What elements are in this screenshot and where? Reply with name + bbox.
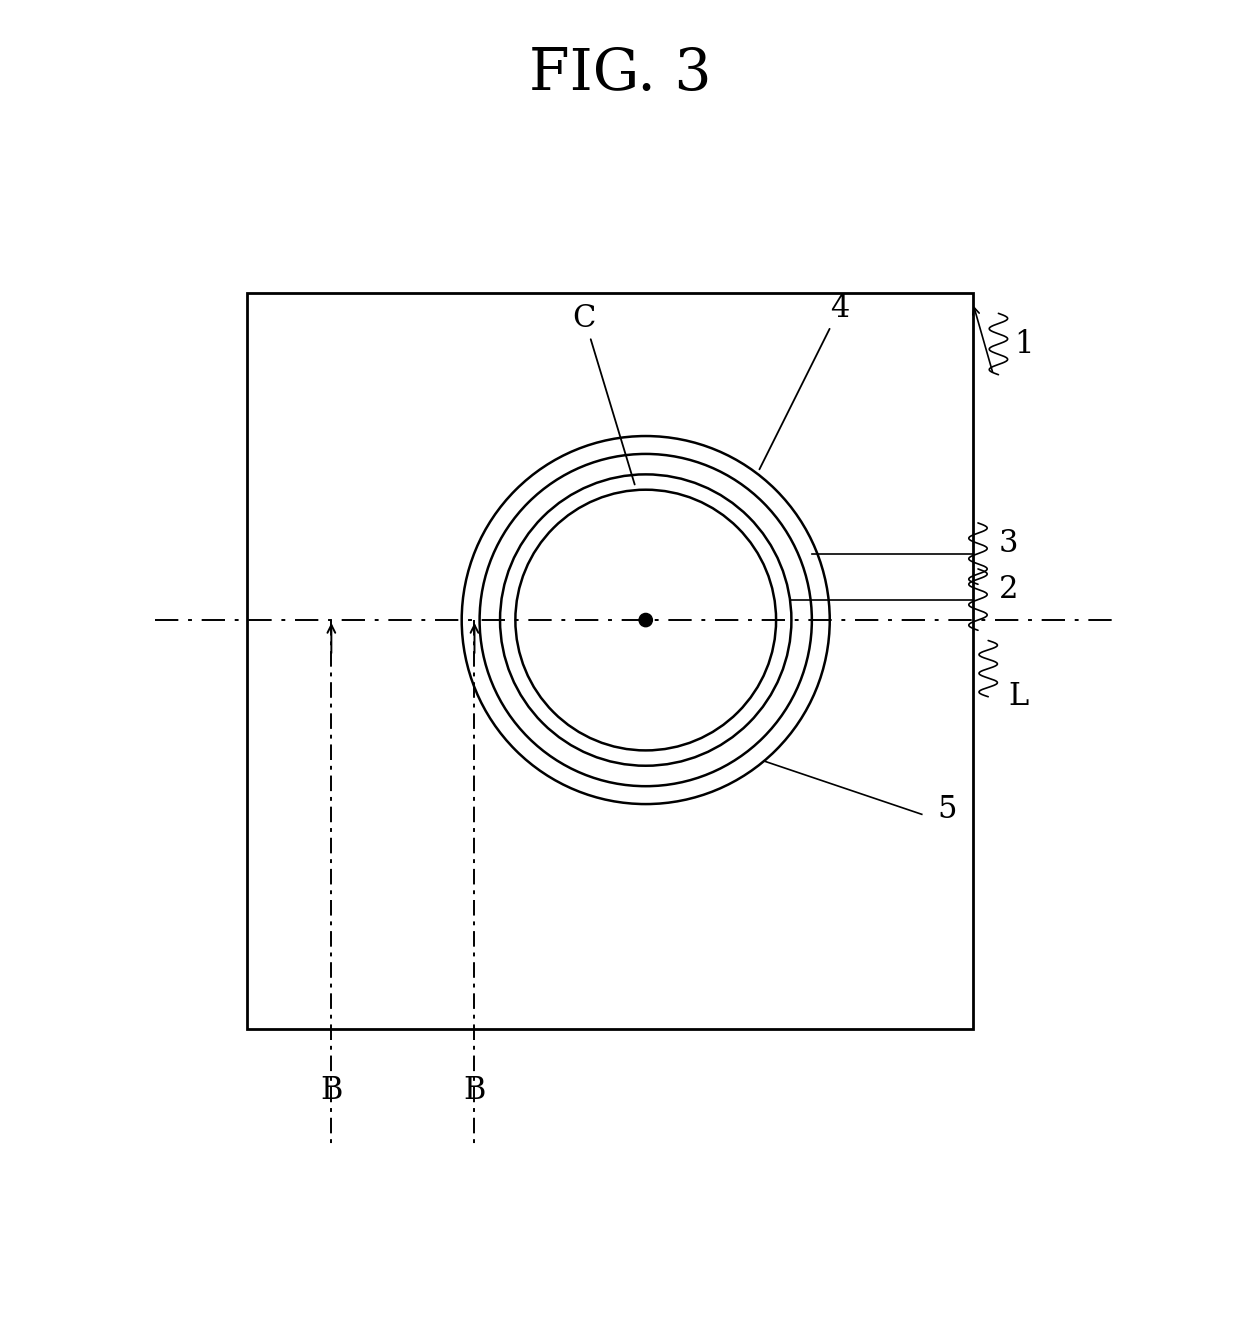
Text: L: L	[1008, 682, 1029, 712]
Text: 2: 2	[998, 573, 1018, 605]
Circle shape	[639, 613, 652, 626]
Text: 1: 1	[1014, 328, 1033, 360]
Text: C: C	[573, 303, 635, 485]
Text: FIG. 3: FIG. 3	[528, 46, 712, 102]
Text: 5: 5	[937, 793, 956, 825]
Text: 4: 4	[759, 293, 849, 469]
Text: B: B	[464, 1075, 486, 1106]
Bar	[247, 293, 973, 1029]
Text: B: B	[320, 1075, 342, 1106]
Text: 3: 3	[998, 528, 1018, 559]
